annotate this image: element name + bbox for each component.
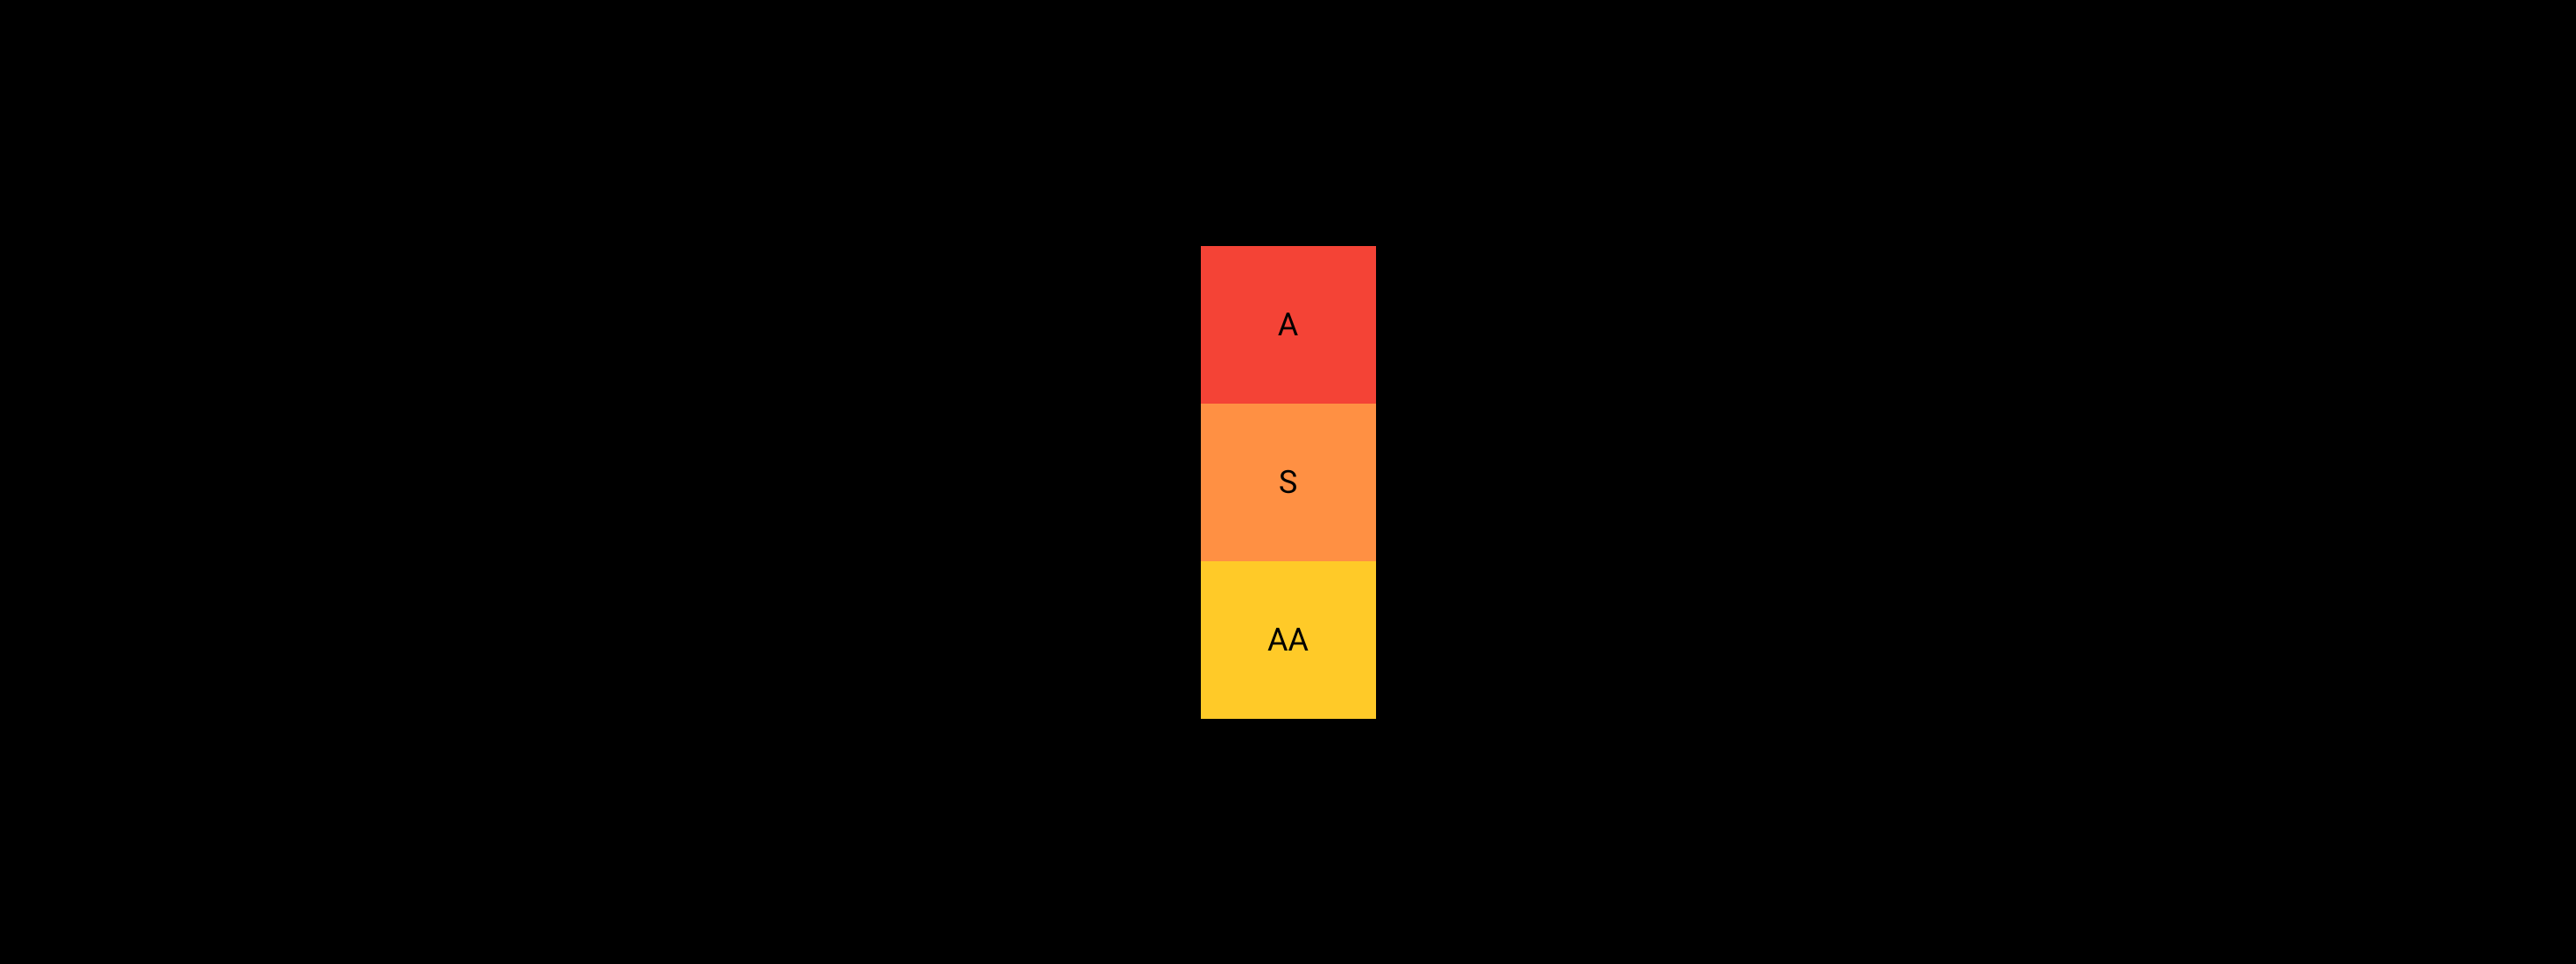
tier-label: AA [1267, 622, 1309, 658]
tier-label: A [1278, 306, 1298, 343]
tier-cell: AA [1201, 561, 1376, 719]
tier-label: S [1279, 464, 1297, 501]
tier-cell: A [1201, 246, 1376, 404]
tier-cell: S [1201, 404, 1376, 561]
tier-stack: A S AA [1201, 246, 1376, 719]
